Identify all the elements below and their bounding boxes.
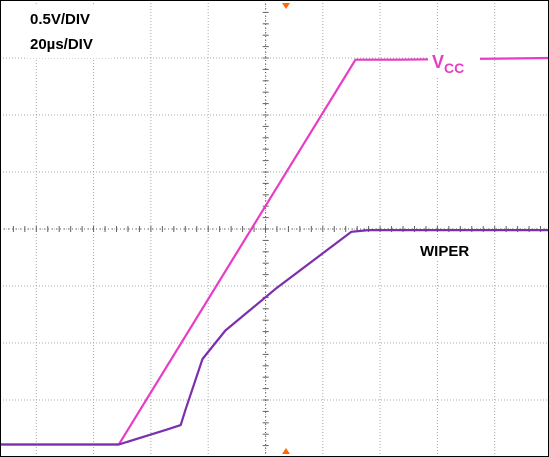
top-trigger-marker [282, 3, 290, 9]
vcc-label-box [428, 49, 480, 77]
bottom-trigger-marker [282, 448, 290, 454]
vcc-label-subscript: CC [444, 60, 464, 76]
horizontal-scale-label: 20µs/DIV [30, 36, 93, 53]
trace-wiper [0, 229, 549, 446]
vcc-label: VCC [432, 52, 464, 76]
wiper-label-box [416, 239, 488, 261]
vertical-scale-label: 0.5V/DIV [30, 11, 90, 28]
scale-label-box [26, 6, 112, 58]
vcc-label-main: V [432, 52, 444, 72]
wiper-label: WIPER [420, 243, 469, 260]
